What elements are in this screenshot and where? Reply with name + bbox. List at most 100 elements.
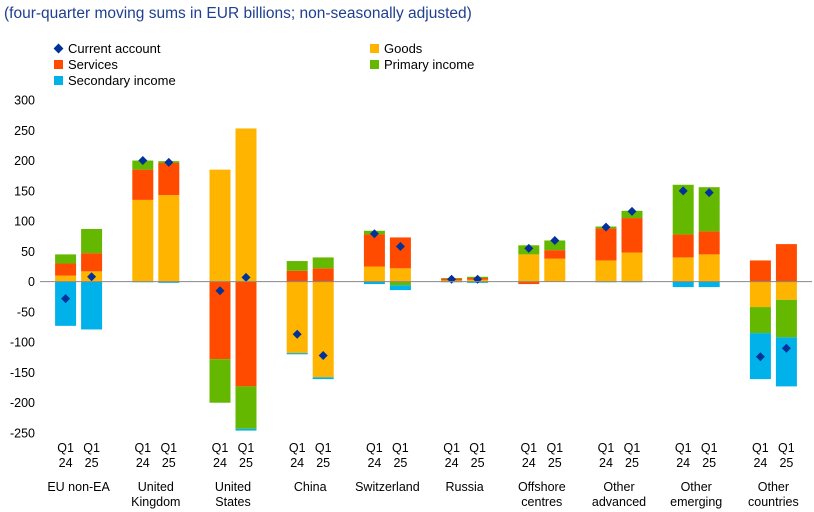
y-tick-label: 100 [14, 215, 35, 229]
bar-segment-secondary-income [286, 353, 308, 355]
x-tick-quarter: Q1 [546, 441, 563, 455]
current-account-marker [550, 235, 560, 245]
x-tick-year: 24 [753, 456, 767, 470]
x-tick-quarter: Q1 [752, 441, 769, 455]
bar-segment-secondary-income [312, 377, 334, 380]
bar-segment-services [158, 162, 180, 196]
secondary-income-swatch-icon [54, 76, 63, 85]
current-account-marker [318, 351, 328, 361]
current-account-marker [61, 294, 71, 304]
bar-segment-secondary-income [81, 281, 103, 330]
x-tick-year: 24 [136, 456, 150, 470]
bar-segment-primary-income [81, 228, 103, 254]
y-tick-label: 0 [28, 275, 35, 289]
bar-segment-goods [158, 195, 180, 282]
x-category-label: Other [681, 480, 712, 494]
x-category-label: States [215, 495, 250, 509]
current-account-marker [215, 286, 225, 296]
bar-segment-services [749, 260, 771, 282]
y-tick-label: 150 [14, 184, 35, 198]
bar-segment-goods [749, 281, 771, 308]
goods-swatch-icon [370, 44, 379, 53]
bar-segment-secondary-income [672, 281, 694, 288]
x-tick-year: 25 [471, 456, 485, 470]
bar-segment-services [775, 244, 797, 282]
x-tick-year: 24 [367, 456, 381, 470]
legend-label-secondary-income: Secondary income [68, 73, 176, 88]
bar-segment-secondary-income [235, 428, 257, 431]
services-swatch-icon [54, 60, 63, 69]
x-category-label: United [215, 480, 251, 494]
bar-segment-primary-income [235, 386, 257, 429]
legend-label-services: Services [68, 57, 118, 72]
x-tick-year: 25 [316, 456, 330, 470]
x-tick-quarter: Q1 [315, 441, 332, 455]
bar-segment-primary-income [672, 184, 694, 235]
bar-segment-goods [518, 254, 540, 282]
current-account-marker [447, 274, 457, 284]
bar-segment-goods [595, 260, 617, 282]
current-account-marker [292, 329, 302, 339]
current-account-marker [524, 243, 534, 253]
x-category-label: Russia [445, 480, 483, 494]
x-tick-quarter: Q1 [83, 441, 100, 455]
x-category-label: advanced [592, 495, 646, 509]
bar-segment-goods [621, 252, 643, 282]
x-tick-quarter: Q1 [289, 441, 306, 455]
current-account-marker [601, 222, 611, 232]
y-tick-label: 250 [14, 124, 35, 138]
bar-segment-secondary-income [55, 281, 77, 326]
bar-segment-primary-income [132, 160, 154, 170]
bar-segment-goods [209, 169, 231, 282]
bar-segment-primary-income [389, 281, 411, 286]
bar-segment-primary-income [312, 257, 334, 269]
bar-segment-secondary-income [698, 281, 720, 288]
bar-segment-secondary-income [389, 285, 411, 291]
x-tick-quarter: Q1 [624, 441, 641, 455]
y-tick-label: -150 [10, 366, 35, 380]
x-tick-year: 25 [625, 456, 639, 470]
x-category-label: United [138, 480, 174, 494]
x-category-label: Other [758, 480, 789, 494]
x-tick-year: 25 [239, 456, 253, 470]
bar-segment-services [621, 218, 643, 253]
y-tick-label: 50 [21, 245, 35, 259]
current-account-marker [678, 186, 688, 196]
bar-segment-services [518, 281, 540, 285]
bar-segment-goods [672, 257, 694, 282]
bar-segment-goods [55, 275, 77, 282]
bar-segment-services [595, 228, 617, 261]
bar-segment-services [81, 253, 103, 272]
x-category-label: Kingdom [131, 495, 180, 509]
x-tick-quarter: Q1 [392, 441, 409, 455]
bar-segment-goods [286, 281, 308, 354]
bar-segment-primary-income [55, 254, 77, 264]
x-category-label: emerging [670, 495, 722, 509]
x-tick-year: 24 [599, 456, 613, 470]
current-account-marker [755, 352, 765, 362]
legend: Current account Services Secondary incom… [0, 0, 814, 100]
x-tick-quarter: Q1 [469, 441, 486, 455]
bar-segment-primary-income [286, 261, 308, 271]
x-category-label: EU non-EA [47, 480, 110, 494]
x-tick-quarter: Q1 [701, 441, 718, 455]
bar-segment-services [389, 237, 411, 269]
bar-segment-goods [775, 281, 797, 300]
x-tick-quarter: Q1 [160, 441, 177, 455]
bar-segment-secondary-income [775, 337, 797, 387]
x-tick-year: 25 [548, 456, 562, 470]
y-tick-label: 200 [14, 154, 35, 168]
x-tick-quarter: Q1 [443, 441, 460, 455]
x-category-label: centres [521, 495, 562, 509]
y-tick-label: -50 [17, 305, 35, 319]
x-category-label: China [294, 480, 327, 494]
bar-segment-goods [132, 199, 154, 282]
x-tick-year: 24 [213, 456, 227, 470]
bar-segment-services [363, 234, 385, 267]
bar-segment-goods [363, 266, 385, 282]
legend-item-services: Services [54, 57, 118, 72]
bar-segment-primary-income [775, 299, 797, 338]
current-account-marker [87, 272, 97, 282]
x-tick-year: 24 [290, 456, 304, 470]
